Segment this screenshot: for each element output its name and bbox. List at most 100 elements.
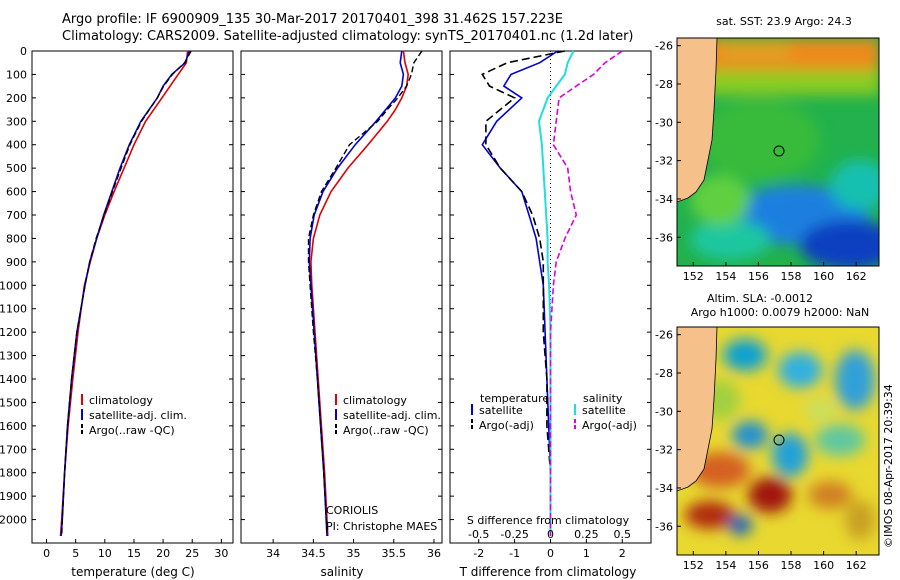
sal-xlabel: salinity [320, 565, 363, 579]
depth-tick-label: 1700 [0, 443, 27, 456]
sst-lat-label: -26 [655, 40, 673, 53]
depth-tick-label: 1000 [0, 279, 27, 292]
series-climatology [59, 50, 189, 537]
depth-tick-label: 1100 [0, 303, 27, 316]
depth-tick-label: 1500 [0, 396, 27, 409]
series-satellite-adj-clim- [60, 50, 191, 537]
temp-tick-label: 5 [72, 547, 79, 560]
sst-map-title: sat. SST: 23.9 Argo: 24.3 [716, 15, 852, 28]
sst-lat-label: -34 [655, 193, 673, 206]
sal-tick-label: 34.5 [301, 547, 326, 560]
sst-lat-label: -30 [655, 116, 673, 129]
temp-tick-label: 20 [156, 547, 170, 560]
sla-map [676, 326, 880, 556]
legend-label: satellite [582, 404, 626, 417]
sla-lon-label: 156 [748, 559, 769, 572]
depth-tick-label: 800 [6, 232, 27, 245]
sdiff-xlabel: S difference from climatology [467, 514, 630, 527]
sla-lat-label: -34 [655, 482, 673, 495]
sst-lon-label: 162 [846, 270, 867, 283]
sst-map [676, 37, 880, 267]
annotation-coriolis: CORIOLIS [326, 504, 378, 517]
depth-tick-label: 1600 [0, 420, 27, 433]
legend-label: satellite [479, 404, 523, 417]
sst-lat-label: -32 [655, 155, 673, 168]
sst-lon-label: 156 [748, 270, 769, 283]
temp-tick-label: 10 [98, 547, 112, 560]
tdiff-tick-label: 0 [547, 547, 554, 560]
legend-label: climatology [89, 394, 153, 407]
depth-tick-label: 600 [6, 186, 27, 199]
series-satellite-adj-clim- [308, 50, 405, 537]
legend-salinity-title: salinity [583, 392, 623, 405]
annotation-pi: PI: Christophe MAES [326, 520, 437, 533]
sdiff-tick-label: 0 [547, 528, 554, 541]
temp-tick-label: 15 [127, 547, 141, 560]
temp-frame [31, 50, 234, 544]
depth-tick-label: 1300 [0, 350, 27, 363]
sla-lon-label: 162 [846, 559, 867, 572]
sla-lon-label: 158 [781, 559, 802, 572]
sst-lon-label: 154 [715, 270, 736, 283]
temp-xlabel: temperature (deg C) [71, 565, 194, 579]
series-temperature-satellite [481, 50, 559, 536]
series-climatology [310, 50, 410, 537]
sdiff-tick-label: -0.5 [468, 528, 489, 541]
depth-tick-label: 1900 [0, 490, 27, 503]
sst-lon-label: 152 [683, 270, 704, 283]
series-argo-raw-qc- [307, 50, 423, 537]
sst-lat-label: -36 [655, 231, 673, 244]
sla-lat-label: -32 [655, 444, 673, 457]
sal-frame [240, 50, 443, 544]
sla-lon-label: 152 [683, 559, 704, 572]
depth-tick-label: 0 [20, 45, 27, 58]
temp-tick-label: 25 [185, 547, 199, 560]
depth-tick-label: 400 [6, 139, 27, 152]
sla-lon-label: 160 [813, 559, 834, 572]
legend-label: Argo(-adj) [479, 419, 534, 432]
legend-label: satellite-adj. clim. [343, 409, 441, 422]
tdiff-tick-label: 1 [583, 547, 590, 560]
sal-tick-label: 35.5 [382, 547, 407, 560]
temp-tick-label: 0 [43, 547, 50, 560]
sla-lat-label: -28 [655, 367, 673, 380]
legend-label: Argo(-adj) [582, 419, 637, 432]
depth-tick-label: 900 [6, 256, 27, 269]
title-line-2: Climatology: CARS2009. Satellite-adjuste… [62, 29, 634, 44]
depth-tick-label: 100 [6, 68, 27, 81]
sdiff-tick-label: 0.5 [614, 528, 632, 541]
sla-lat-label: -26 [655, 329, 673, 342]
sdiff-tick-label: -0.25 [500, 528, 528, 541]
depth-tick-label: 300 [6, 115, 27, 128]
legend-label: Argo(..raw -QC) [343, 424, 429, 437]
tdiff-xlabel: T difference from climatology [459, 565, 637, 579]
series-salinity-argo-adj- [549, 50, 623, 536]
sst-lon-label: 158 [781, 270, 802, 283]
tdiff-tick-label: 2 [619, 547, 626, 560]
series-temperature-argo-adj- [481, 50, 566, 536]
depth-tick-label: 1200 [0, 326, 27, 339]
sla-map-title-2: Argo h1000: 0.0079 h2000: NaN [691, 306, 870, 319]
sal-tick-label: 35 [347, 547, 361, 560]
legend-label: satellite-adj. clim. [89, 409, 187, 422]
depth-tick-label: 500 [6, 162, 27, 175]
depth-tick-label: 1400 [0, 373, 27, 386]
sst-lat-label: -28 [655, 78, 673, 91]
legend-label: climatology [343, 394, 407, 407]
series-argo-raw-qc- [61, 50, 192, 537]
sla-map-title-1: Altim. SLA: -0.0012 [707, 292, 813, 305]
depth-tick-label: 200 [6, 92, 27, 105]
sst-lon-label: 160 [813, 270, 834, 283]
sal-tick-label: 36 [427, 547, 441, 560]
sla-lat-label: -36 [655, 520, 673, 533]
tdiff-tick-label: -1 [509, 547, 520, 560]
temp-tick-label: 30 [214, 547, 228, 560]
title-line-1: Argo profile: IF 6900909_135 30-Mar-2017… [62, 12, 564, 27]
tdiff-tick-label: -2 [473, 547, 484, 560]
depth-tick-label: 700 [6, 209, 27, 222]
depth-tick-label: 1800 [0, 467, 27, 480]
sdiff-tick-label: 0.25 [574, 528, 599, 541]
sal-tick-label: 34 [266, 547, 280, 560]
legend-label: Argo(..raw -QC) [89, 424, 175, 437]
legend-temperature-title: temperature [480, 392, 549, 405]
